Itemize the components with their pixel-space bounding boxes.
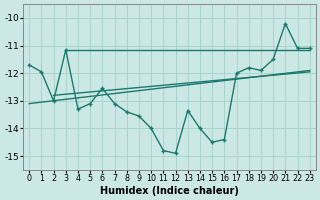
X-axis label: Humidex (Indice chaleur): Humidex (Indice chaleur) bbox=[100, 186, 239, 196]
